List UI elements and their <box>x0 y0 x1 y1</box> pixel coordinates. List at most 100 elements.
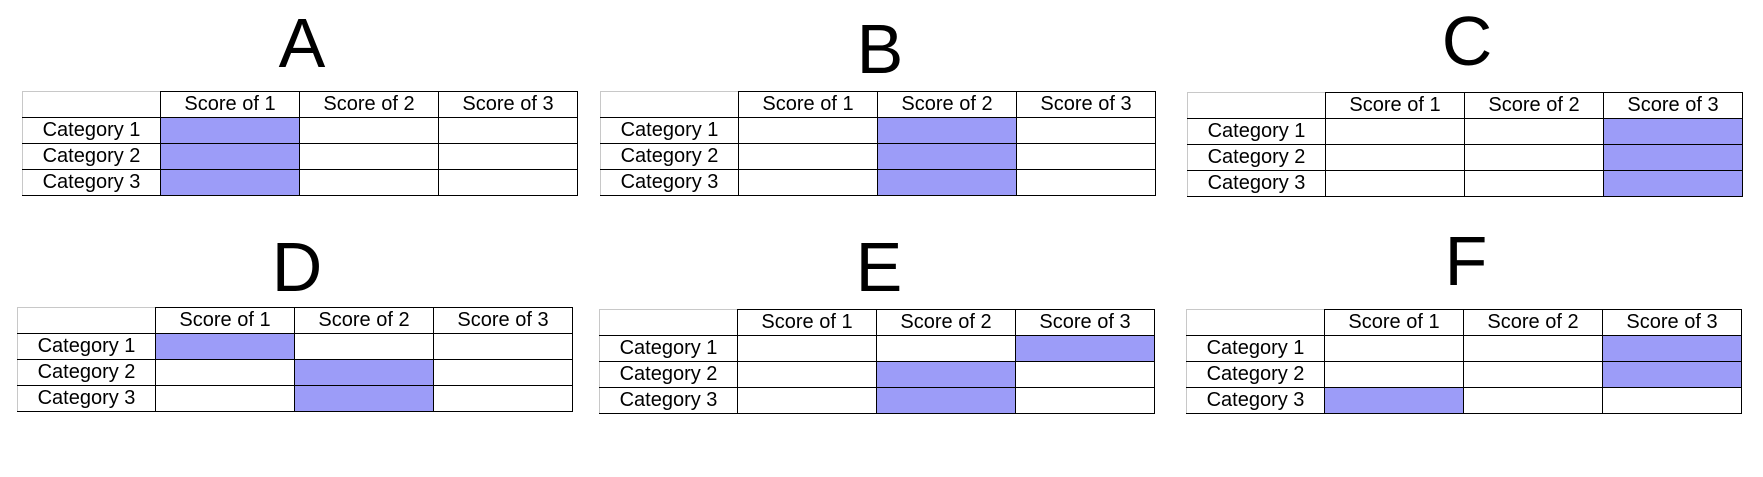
table-row: Category 1 <box>17 333 573 360</box>
score-cell <box>1602 361 1742 388</box>
score-cell <box>299 117 439 144</box>
score-cell <box>1324 387 1464 414</box>
row-label: Category 2 <box>1187 144 1326 171</box>
panel-title: D <box>271 228 323 306</box>
row-label: Category 3 <box>1186 387 1325 414</box>
row-label: Category 1 <box>1187 118 1326 145</box>
score-cell <box>737 361 877 388</box>
score-cell <box>877 169 1017 196</box>
column-header: Score of 2 <box>877 91 1017 118</box>
score-cell <box>1464 170 1604 197</box>
score-cell <box>433 333 573 360</box>
column-header: Score of 1 <box>737 309 877 336</box>
table-row: Category 1 <box>1187 118 1743 145</box>
panel-title: A <box>278 4 326 82</box>
table-row: Category 3 <box>599 387 1155 414</box>
column-header: Score of 3 <box>438 91 578 118</box>
table-row: Category 3 <box>1187 170 1743 197</box>
score-cell <box>1015 387 1155 414</box>
row-label: Category 2 <box>599 361 738 388</box>
column-header: Score of 1 <box>738 91 878 118</box>
table-row: Category 1 <box>600 117 1156 144</box>
score-cell <box>294 333 434 360</box>
corner-cell <box>1187 92 1326 119</box>
score-cell <box>737 335 877 362</box>
table-row: Category 2 <box>22 143 578 170</box>
score-cell <box>1603 144 1743 171</box>
score-cell <box>438 143 578 170</box>
header-row: Score of 1 Score of 2 Score of 3 <box>600 91 1156 118</box>
row-label: Category 3 <box>1187 170 1326 197</box>
score-cell <box>1464 118 1604 145</box>
score-table: Score of 1 Score of 2 Score of 3 Categor… <box>1186 309 1742 414</box>
corner-cell <box>22 91 161 118</box>
column-header: Score of 2 <box>876 309 1016 336</box>
row-label: Category 3 <box>600 169 739 196</box>
table-row: Category 2 <box>17 359 573 386</box>
score-cell <box>294 385 434 412</box>
score-cell <box>160 117 300 144</box>
row-label: Category 1 <box>600 117 739 144</box>
header-row: Score of 1 Score of 2 Score of 3 <box>22 91 578 118</box>
column-header: Score of 3 <box>1603 92 1743 119</box>
score-cell <box>877 117 1017 144</box>
score-cell <box>433 359 573 386</box>
row-label: Category 1 <box>599 335 738 362</box>
header-row: Score of 1 Score of 2 Score of 3 <box>1187 92 1743 119</box>
column-header: Score of 3 <box>1015 309 1155 336</box>
score-cell <box>877 143 1017 170</box>
score-cell <box>155 333 295 360</box>
corner-cell <box>1186 309 1325 336</box>
score-cell <box>1325 118 1465 145</box>
row-label: Category 3 <box>22 169 161 196</box>
score-cell <box>1464 144 1604 171</box>
score-table: Score of 1 Score of 2 Score of 3 Categor… <box>17 307 573 412</box>
score-cell <box>738 117 878 144</box>
column-header: Score of 3 <box>1016 91 1156 118</box>
score-cell <box>155 385 295 412</box>
column-header: Score of 2 <box>1463 309 1603 336</box>
panel-title: C <box>1441 2 1493 80</box>
corner-cell <box>599 309 738 336</box>
row-label: Category 2 <box>1186 361 1325 388</box>
score-cell <box>1602 335 1742 362</box>
score-cell <box>438 117 578 144</box>
table-row: Category 3 <box>600 169 1156 196</box>
header-row: Score of 1 Score of 2 Score of 3 <box>17 307 573 334</box>
score-cell <box>1602 387 1742 414</box>
score-cell <box>155 359 295 386</box>
column-header: Score of 2 <box>294 307 434 334</box>
column-header: Score of 2 <box>299 91 439 118</box>
column-header: Score of 3 <box>433 307 573 334</box>
table-row: Category 3 <box>22 169 578 196</box>
score-cell <box>1463 361 1603 388</box>
score-cell <box>1603 170 1743 197</box>
row-label: Category 2 <box>22 143 161 170</box>
score-cell <box>1016 143 1156 170</box>
table-row: Category 1 <box>1186 335 1742 362</box>
score-table: Score of 1 Score of 2 Score of 3 Categor… <box>600 91 1156 196</box>
table-row: Category 2 <box>1187 144 1743 171</box>
panel-title: E <box>855 228 903 306</box>
panel-title: F <box>1444 222 1488 300</box>
row-label: Category 2 <box>17 359 156 386</box>
score-table: Score of 1 Score of 2 Score of 3 Categor… <box>599 309 1155 414</box>
table-row: Category 2 <box>599 361 1155 388</box>
score-cell <box>1016 169 1156 196</box>
table-row: Category 3 <box>1186 387 1742 414</box>
score-cell <box>876 387 1016 414</box>
column-header: Score of 1 <box>160 91 300 118</box>
column-header: Score of 2 <box>1464 92 1604 119</box>
column-header: Score of 1 <box>1325 92 1465 119</box>
score-cell <box>876 361 1016 388</box>
row-label: Category 1 <box>1186 335 1325 362</box>
corner-cell <box>17 307 156 334</box>
header-row: Score of 1 Score of 2 Score of 3 <box>599 309 1155 336</box>
score-table: Score of 1 Score of 2 Score of 3 Categor… <box>1187 92 1743 197</box>
row-label: Category 3 <box>599 387 738 414</box>
score-cell <box>1015 335 1155 362</box>
score-cell <box>1325 170 1465 197</box>
score-cell <box>438 169 578 196</box>
score-cell <box>160 169 300 196</box>
corner-cell <box>600 91 739 118</box>
